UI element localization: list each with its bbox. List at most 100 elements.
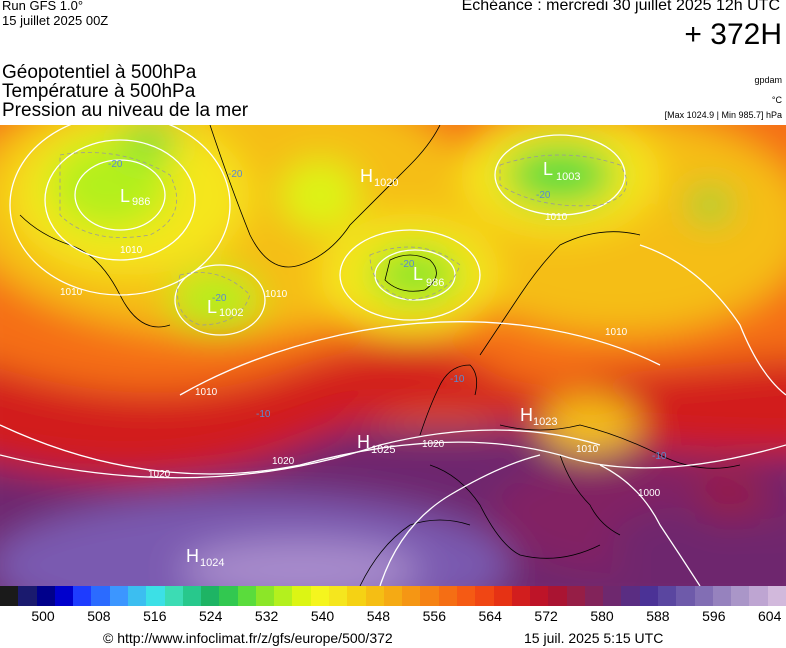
svg-text:1000: 1000 <box>638 488 661 499</box>
colorbar <box>0 586 786 606</box>
svg-text:1010: 1010 <box>195 387 218 398</box>
svg-text:1002: 1002 <box>219 307 243 319</box>
svg-text:1010: 1010 <box>545 212 568 223</box>
colorbar-swatch <box>146 586 165 606</box>
footer-source: © http://www.infoclimat.fr/z/gfs/europe/… <box>103 630 393 646</box>
colorbar-ticks: 500 508 516 524 532 540 548 556 564 572 580 588 596 6… <box>0 608 786 628</box>
colorbar-tick-label: 500 <box>31 608 55 624</box>
svg-text:L: L <box>413 264 423 284</box>
colorbar-swatch <box>347 586 367 606</box>
colorbar-tick-label: 524 <box>199 608 223 624</box>
geopotential-field <box>0 125 786 586</box>
isobar-labels: 1010 1010 1010 1010 1010 1010 1020 1020 … <box>60 212 661 499</box>
svg-text:1020: 1020 <box>422 439 445 450</box>
footer-date: 15 juil. 2025 5:15 UTC <box>524 630 664 646</box>
unit-temperature: °C <box>771 95 782 105</box>
svg-text:L: L <box>207 297 217 317</box>
high-1: H 1020 <box>360 166 398 189</box>
run-label: Run GFS 1.0° <box>2 0 84 13</box>
high-3: H 1023 <box>520 405 557 428</box>
colorbar-tick-label: 516 <box>143 608 167 624</box>
weather-map: L 986 L 1002 H 1020 L 986 L 1003 H 1025 <box>0 125 786 586</box>
colorbar-tick-label: 508 <box>87 608 111 624</box>
colorbar-swatch <box>676 586 696 606</box>
run-date: 15 juillet 2025 00Z <box>2 13 109 28</box>
valid-time: Echéance : mercredi 30 juillet 2025 12h … <box>461 0 780 14</box>
svg-text:986: 986 <box>132 196 150 208</box>
colorbar-tick-label: 580 <box>590 608 614 624</box>
colorbar-swatch <box>73 586 92 606</box>
colorbar-swatch <box>621 586 641 606</box>
isotherms <box>59 152 628 326</box>
colorbar-swatch <box>511 586 531 606</box>
svg-text:-10: -10 <box>256 409 271 420</box>
colorbar-swatch <box>164 586 184 606</box>
colorbar-swatch <box>237 586 257 606</box>
colorbar-swatch <box>438 586 458 606</box>
colorbar-swatch <box>639 586 659 606</box>
title-temperature: Température à 500hPa <box>2 81 196 102</box>
svg-text:1020: 1020 <box>374 177 398 189</box>
svg-text:-20: -20 <box>228 169 243 180</box>
svg-text:-20: -20 <box>400 259 415 270</box>
colorbar-swatch <box>292 586 312 606</box>
colorbar-swatch <box>383 586 403 606</box>
isobars <box>0 125 786 586</box>
svg-text:1025: 1025 <box>371 444 395 456</box>
colorbar-swatch <box>36 586 56 606</box>
low-2: L 1002 <box>207 297 243 319</box>
colorbar-swatch <box>566 586 586 606</box>
colorbar-swatch <box>530 586 549 606</box>
colorbar-tick-label: 532 <box>254 608 279 624</box>
svg-text:L: L <box>120 186 130 206</box>
colorbar-swatch <box>255 586 275 606</box>
svg-text:H: H <box>186 546 199 566</box>
lead-time: + 372H <box>684 18 782 51</box>
colorbar-swatch <box>493 586 513 606</box>
colorbar-tick-label: 540 <box>310 608 335 624</box>
colorbar-swatch <box>402 586 421 606</box>
colorbar-swatch <box>127 586 147 606</box>
colorbar-tick-label: 604 <box>758 608 782 624</box>
colorbar-swatch <box>329 586 348 606</box>
coastlines <box>19 125 741 586</box>
colorbar-swatch <box>456 586 476 606</box>
high-4: H 1024 <box>186 546 224 569</box>
colorbar-swatch <box>712 586 732 606</box>
unit-geopotential: gpdam <box>754 75 782 85</box>
colorbar-swatch <box>365 586 385 606</box>
colorbar-swatch <box>767 586 786 606</box>
low-1: L 986 <box>120 186 150 208</box>
colorbar-tick-label: 548 <box>366 608 391 624</box>
svg-text:1020: 1020 <box>148 469 171 480</box>
svg-text:-20: -20 <box>536 190 551 201</box>
svg-text:-20: -20 <box>212 293 227 304</box>
colorbar-swatch <box>694 586 714 606</box>
colorbar-tick-label: 588 <box>646 608 670 624</box>
colorbar-swatch <box>310 586 330 606</box>
weather-map-svg: L 986 L 1002 H 1020 L 986 L 1003 H 1025 <box>0 125 786 586</box>
colorbar-swatch <box>0 586 19 606</box>
colorbar-tick-label: 556 <box>422 608 446 624</box>
svg-text:-10: -10 <box>450 374 465 385</box>
colorbar-swatch <box>749 586 769 606</box>
colorbar-swatch <box>219 586 239 606</box>
svg-text:1020: 1020 <box>272 456 295 467</box>
svg-text:1023: 1023 <box>533 416 557 428</box>
colorbar-swatch <box>109 586 129 606</box>
colorbar-swatch <box>274 586 293 606</box>
colorbar-tick-label: 564 <box>478 608 502 624</box>
title-geopotential: Géopotentiel à 500hPa <box>2 62 197 83</box>
svg-text:H: H <box>357 432 370 452</box>
colorbar-tick-label: 596 <box>702 608 726 624</box>
colorbar-swatch <box>18 586 38 606</box>
low-4: L 1003 <box>543 159 580 183</box>
colorbar-swatch <box>584 586 604 606</box>
svg-text:1010: 1010 <box>605 327 628 338</box>
colorbar-swatch <box>603 586 622 606</box>
svg-text:-10: -10 <box>652 451 667 462</box>
svg-text:1010: 1010 <box>120 245 143 256</box>
svg-text:L: L <box>543 159 553 179</box>
colorbar-swatch <box>420 586 440 606</box>
colorbar-swatch <box>731 586 750 606</box>
